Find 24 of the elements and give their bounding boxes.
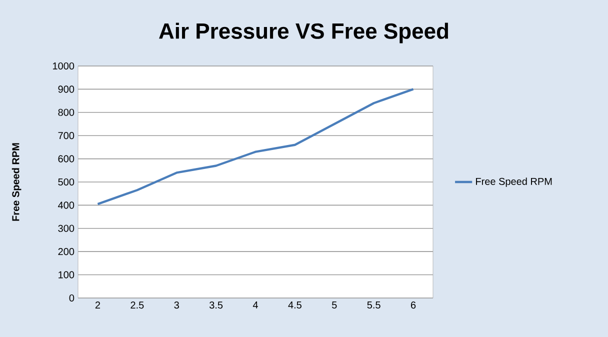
x-tick-label: 3 [174, 302, 179, 309]
x-tick-label: 2.5 [130, 302, 144, 309]
y-tick-label: 300 [58, 224, 74, 232]
y-tick-label: 700 [58, 132, 74, 140]
x-tick-label: 5.5 [367, 302, 380, 308]
x-tick-label: 4 [252, 302, 258, 308]
x-tick-label: 5 [332, 302, 337, 308]
y-tick-label: 400 [58, 202, 74, 209]
y-tick-label: 800 [58, 108, 74, 116]
y-tick-label: 600 [58, 155, 74, 162]
x-tick-label: 4.5 [288, 302, 302, 308]
y-axis-title: Free Speed RPM [12, 143, 22, 221]
y-tick-label: 0 [69, 294, 74, 302]
y-tick-label: 200 [58, 248, 74, 256]
y-tick-label: 900 [58, 86, 74, 93]
chart-title: Air Pressure VS Free Speed [159, 22, 448, 44]
y-tick-label: 100 [58, 271, 74, 278]
y-tick-label: 1000 [53, 62, 74, 70]
y-tick-label: 500 [58, 178, 74, 186]
x-tick-label: 6 [410, 302, 416, 309]
x-tick-label: 2 [95, 302, 100, 308]
line-series [96, 88, 414, 206]
x-tick-label: 3.5 [209, 302, 223, 309]
legend-label: Free Speed RPM [476, 178, 552, 187]
